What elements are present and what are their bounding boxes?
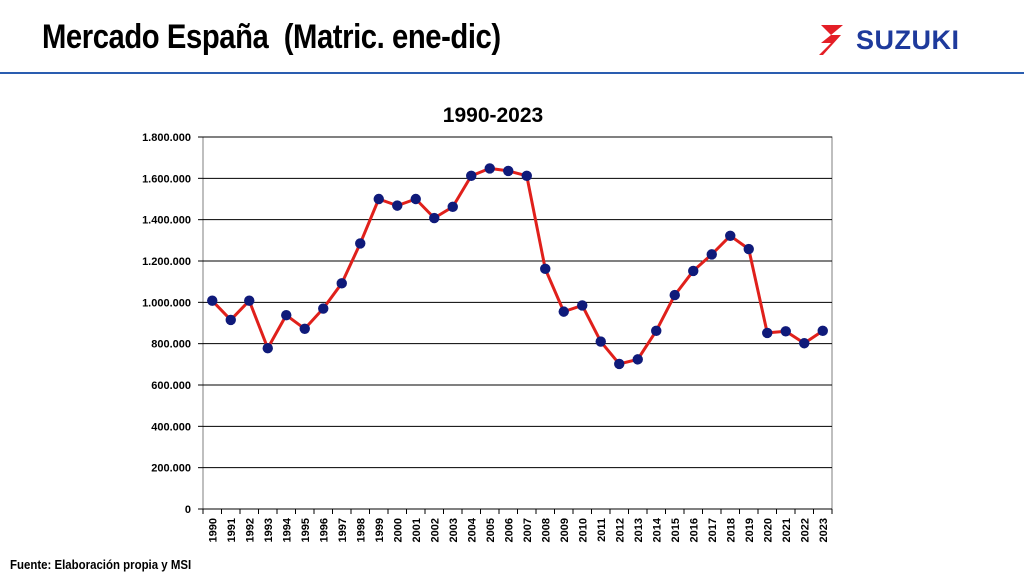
x-tick-label: 2008 [540,518,552,542]
data-point [799,338,810,349]
y-tick-label: 0 [185,504,191,516]
x-tick-label: 1991 [226,518,238,542]
data-point [669,289,680,301]
data-point [762,327,773,339]
data-point [817,325,828,337]
data-point [429,212,440,224]
x-tick-label: 1995 [300,518,312,542]
x-tick-label: 2007 [522,518,534,542]
x-tick-label: 2020 [762,518,774,542]
chart-title: 1990-2023 [443,104,543,127]
data-point [743,243,754,255]
x-tick-label: 2005 [485,518,497,542]
data-point [614,358,625,370]
x-tick-label: 2019 [744,518,756,542]
y-tick-label: 1.000.000 [142,297,191,309]
x-tick-label: 1990 [207,518,219,542]
data-point [540,263,551,275]
x-tick-label: 1996 [318,518,330,542]
y-tick-label: 200.000 [151,463,191,475]
y-tick-label: 1.600.000 [142,173,191,185]
x-tick-label: 1992 [244,518,256,542]
data-point [318,303,329,314]
data-point [466,170,477,182]
data-point [484,163,495,174]
data-point [262,343,273,354]
data-point [521,170,532,182]
suzuki-s-logo-icon [819,25,843,55]
data-point [780,326,791,337]
x-tick-label: 1994 [281,517,293,542]
x-tick-label: 2002 [429,518,441,542]
x-tick-label: 2012 [614,518,626,542]
x-tick-label: 2021 [781,518,793,542]
data-point [373,193,384,205]
data-point [577,300,588,311]
x-tick-label: 2011 [596,518,608,542]
slide-title: Mercado España (Matric. ene-dic) [42,18,501,56]
x-tick-label: 1998 [355,518,367,542]
data-point [281,309,292,321]
x-tick-label: 2015 [670,518,682,542]
data-point [244,295,255,306]
data-point [725,230,736,241]
data-point [558,306,569,317]
x-tick-label: 1999 [374,518,386,542]
x-tick-label: 2014 [651,517,663,542]
y-tick-label: 600.000 [151,380,191,392]
x-tick-label: 1997 [337,518,349,542]
brand-logo: SUZUKI [814,22,960,58]
x-tick-label: 2013 [633,518,645,542]
brand-name: SUZUKI [856,24,960,55]
data-point [207,295,218,306]
x-tick-label: 1993 [263,518,275,542]
header-divider [0,72,1024,74]
x-tick-label: 2022 [799,518,811,542]
x-tick-label: 2001 [411,518,423,542]
y-tick-label: 1.400.000 [142,215,191,227]
data-point [651,325,662,337]
y-tick-label: 800.000 [151,339,191,351]
data-point [410,193,421,205]
data-point [706,249,717,260]
x-tick-label: 2010 [577,518,589,542]
series-line [211,166,824,366]
x-tick-label: 2017 [707,518,719,542]
x-tick-label: 2018 [725,518,737,542]
data-point [225,314,236,326]
x-tick-label: 2000 [392,518,404,542]
data-point [503,165,514,177]
data-point [299,323,310,334]
data-point [632,354,643,365]
x-tick-label: 2016 [688,518,700,542]
data-point [595,336,606,347]
y-tick-label: 1.800.000 [142,132,191,144]
data-point [392,200,403,211]
data-point [336,278,347,289]
x-tick-label: 2003 [448,518,460,542]
source-note: Fuente: Elaboración propia y MSI [10,557,192,572]
x-tick-label: 2023 [818,518,830,542]
y-tick-label: 1.200.000 [142,256,191,268]
data-point [447,201,458,213]
y-tick-label: 400.000 [151,421,191,433]
x-tick-label: 2006 [503,518,515,542]
data-point [355,238,366,249]
x-tick-label: 2009 [559,518,571,542]
data-point [688,265,699,277]
x-tick-label: 2004 [466,517,478,542]
